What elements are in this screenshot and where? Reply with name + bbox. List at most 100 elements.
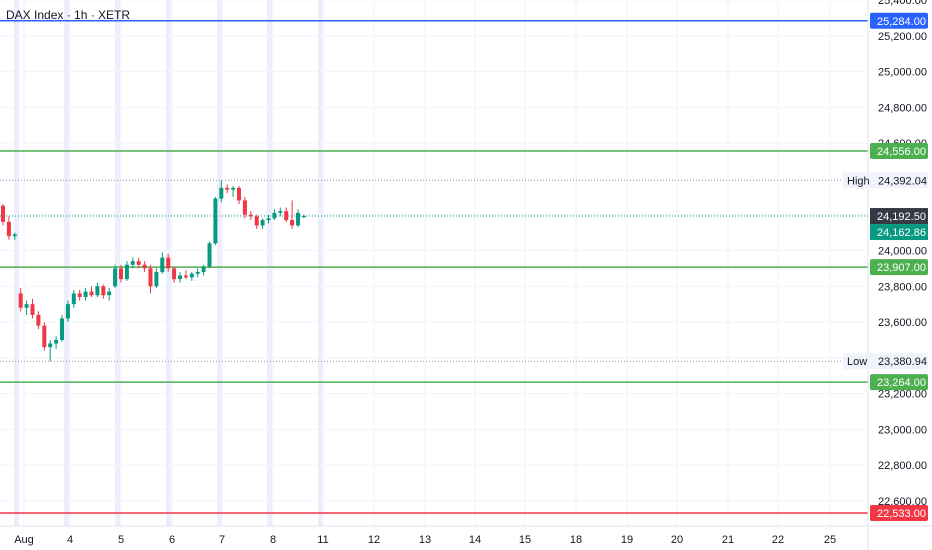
level-label-4: 22,533.00 [877,508,926,520]
candle-body-25 [148,268,153,287]
candle-body-41 [242,200,247,215]
level-label-bg-3 [870,374,928,391]
candle-body-10 [60,318,64,340]
candle-body-16 [95,286,100,296]
prev-close-label: 24,162.86 [877,227,926,239]
x-tick-label-11: 18 [570,534,582,546]
candle-body-47 [278,211,283,213]
candle-body-43 [254,216,259,226]
marker-bg-0 [843,172,928,189]
prev-close-bg [870,224,928,241]
background-layer [0,0,868,526]
y-tick-label-7: 24,000.00 [878,245,927,257]
candle-body-18 [107,291,112,296]
marker-name-1: Low [847,356,867,368]
time-axis-layer: Aug 4 5 6 7 8 11 12 13 14 15 18 19 20 21 22 25 [0,525,932,546]
x-tick-label-0: Aug [14,534,34,546]
candle-body-27 [160,257,165,272]
candle-body-40 [237,187,241,201]
x-tick-label-5: 8 [270,534,276,546]
candle-body-42 [248,214,253,217]
session-band-0 [14,0,19,526]
candle-body-51 [301,216,306,218]
x-tick-label-15: 22 [772,534,784,546]
x-tick-label-13: 20 [671,534,683,546]
candle-body-12 [71,293,76,305]
candle-body-29 [172,268,177,280]
candle-body-39 [231,187,236,190]
y-tick-label-2: 25,000.00 [878,67,927,79]
x-tick-label-8: 13 [419,534,431,546]
candle-body-38 [225,187,230,190]
candle-body-1 [6,221,11,237]
candles-layer [1,180,306,362]
marker-value-1: 23,380.94 [878,356,927,368]
candle-body-3 [18,293,23,308]
level-label-bg-2 [870,259,928,276]
level-label-bg-1 [870,143,928,160]
x-tick-label-4: 7 [219,534,225,546]
marker-bg-1 [843,353,928,370]
candle-body-49 [290,220,295,226]
level-label-0: 25,284.00 [877,16,926,28]
candle-body-33 [195,271,200,274]
current-price-label: 24,192.50 [877,211,926,223]
x-tick-label-6: 11 [317,534,328,546]
candle-body-5 [30,304,35,315]
candle-body-21 [124,264,129,280]
x-tick-label-7: 12 [368,534,380,546]
marker-name-0: High [847,175,870,187]
y-tick-label-1: 25,200.00 [878,31,927,43]
candle-body-20 [119,268,123,280]
x-tick-label-2: 5 [118,534,124,546]
candle-body-2 [12,234,17,237]
candle-body-24 [142,264,147,269]
level-label-3: 23,264.00 [877,377,926,389]
candle-body-31 [183,275,188,278]
x-tick-label-16: 25 [824,534,836,546]
x-tick-label-10: 15 [519,534,531,546]
candle-body-6 [36,314,41,326]
candle-body-9 [54,339,59,344]
y-tick-label-13: 22,800.00 [878,460,927,472]
candle-body-44 [260,220,265,226]
session-band-1 [64,0,69,526]
candle-body-28 [166,257,171,269]
candle-body-34 [201,266,206,272]
candle-body-45 [266,218,271,221]
level-label-bg-4 [870,504,928,521]
level-label-bg-0 [870,12,928,29]
candle-body-32 [189,273,194,278]
y-tick-label-11: 23,200.00 [878,389,927,401]
candle-body-17 [101,286,106,296]
candle-body-50 [296,212,300,226]
session-band-6 [318,0,323,526]
price-axis-layer: 25,400.0025,200.0025,000.0024,800.0024,6… [843,0,928,550]
y-tick-label-3: 24,800.00 [878,102,927,114]
y-tick-label-0: 25,400.00 [878,0,927,7]
level-label-2: 23,907.00 [877,262,926,274]
candle-body-19 [113,268,118,287]
candle-body-36 [213,198,218,244]
candle-body-11 [65,304,70,319]
current-price-bg [870,208,928,225]
candle-body-48 [284,211,289,221]
candle-body-13 [77,293,82,297]
chart-title: DAX Index · 1h · XETR [6,8,131,22]
session-band-2 [115,0,120,526]
y-tick-label-12: 23,000.00 [878,424,927,436]
candle-body-4 [24,304,29,308]
candle-body-0 [1,205,5,222]
candle-body-8 [48,343,53,348]
y-tick-label-9: 23,600.00 [878,317,927,329]
candle-body-7 [42,325,47,348]
candle-body-23 [136,261,141,265]
session-band-5 [267,0,272,526]
candle-body-26 [154,271,159,287]
candle-body-15 [89,291,94,296]
marker-value-0: 24,392.04 [878,175,927,187]
candle-body-14 [83,291,88,297]
x-tick-label-1: 4 [67,534,73,546]
